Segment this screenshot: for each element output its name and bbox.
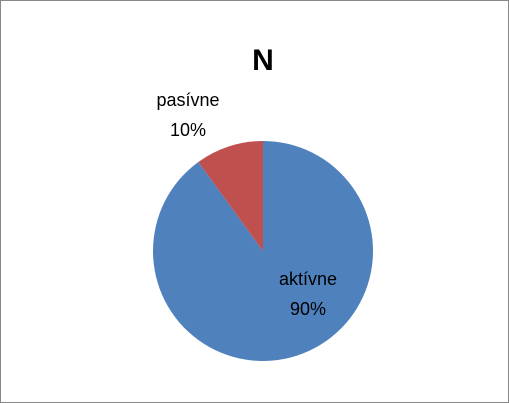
slice-category-label: aktívne (279, 269, 337, 289)
chart-title: N (252, 44, 274, 77)
slice-value-label: 90% (290, 299, 326, 319)
slice-category-label: pasívne (156, 90, 219, 110)
slice-value-label: 10% (170, 120, 206, 140)
pie-slice (198, 141, 263, 251)
